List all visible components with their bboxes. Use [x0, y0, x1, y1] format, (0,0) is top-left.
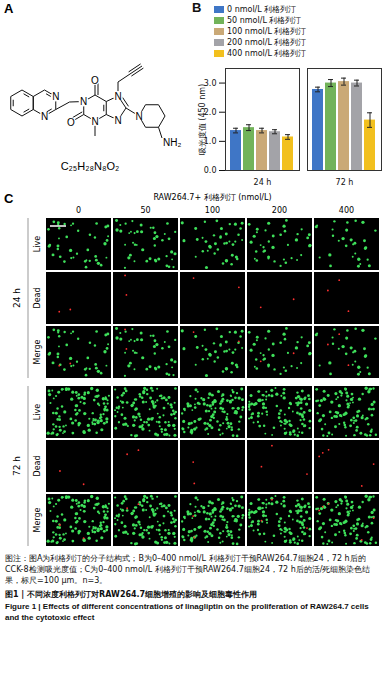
svg-text:24 h: 24 h: [12, 288, 22, 308]
svg-text:N: N: [114, 115, 121, 126]
svg-text:A: A: [4, 1, 14, 16]
svg-text:72 h: 72 h: [336, 178, 354, 186]
svg-text:O: O: [91, 75, 99, 86]
svg-text:3.0: 3.0: [203, 78, 217, 88]
svg-text:200: 200: [272, 206, 287, 215]
svg-text:N: N: [52, 91, 59, 102]
svg-text:1.0: 1.0: [203, 136, 217, 146]
svg-text:72 h: 72 h: [12, 456, 22, 476]
svg-text:Merge: Merge: [33, 507, 42, 532]
html-text:100 nmol/L 利格列汀: 100 nmol/L 利格列汀: [227, 27, 307, 36]
svg-text:2.0: 2.0: [203, 107, 217, 117]
svg-text:0: 0: [76, 206, 81, 215]
svg-text:N: N: [135, 111, 142, 122]
html-text:B: B: [192, 0, 202, 15]
html-text:图注：图A为利格列汀的分子结构式；B为0–400 nmol/: 图注：图A为利格列汀的分子结构式；B为0–400 nmol/L 利格列汀干预RA…: [5, 554, 371, 585]
svg-text:Dead: Dead: [33, 455, 42, 476]
svg-text:50: 50: [140, 206, 150, 215]
html-text:50 nmol/L 利格列汀: 50 nmol/L 利格列汀: [227, 16, 302, 25]
html-text:Figure 1 | Effects of differen: Figure 1 | Effects of different concentr…: [5, 602, 369, 622]
svg-text:Dead: Dead: [33, 287, 42, 308]
svg-text:C₂₅H₂₈N₈O₂: C₂₅H₂₈N₈O₂: [61, 160, 120, 172]
svg-text:Live: Live: [33, 404, 42, 420]
html-text:图1 | 不同浓度利格列汀对RAW264.7细胞增殖的影响及: 图1 | 不同浓度利格列汀对RAW264.7细胞增殖的影响及细胞毒性作用: [5, 590, 258, 599]
svg-text:N: N: [80, 96, 87, 107]
svg-text:O: O: [67, 117, 75, 128]
html-text:0 nmol/L 利格列汀: 0 nmol/L 利格列汀: [227, 5, 297, 14]
svg-text:400: 400: [339, 206, 354, 215]
svg-text:0.0: 0.0: [204, 166, 217, 175]
svg-text:N: N: [41, 111, 48, 122]
svg-text:RAW264.7+ 利格列汀 (nmol/L): RAW264.7+ 利格列汀 (nmol/L): [153, 193, 271, 202]
svg-text:NH₂: NH₂: [163, 137, 181, 148]
svg-text:吸光度值 (450 nm): 吸光度值 (450 nm): [198, 84, 207, 155]
svg-text:100: 100: [205, 206, 220, 215]
svg-text:N: N: [91, 116, 98, 127]
svg-text:24 h: 24 h: [254, 178, 272, 186]
svg-text:Live: Live: [33, 236, 42, 252]
svg-text:N: N: [114, 91, 121, 102]
html-text:400 nmol/L 利格列汀: 400 nmol/L 利格列汀: [227, 49, 307, 58]
svg-text:Merge: Merge: [33, 339, 42, 364]
svg-text:C: C: [4, 191, 14, 206]
html-text:200 nmol/L 利格列汀: 200 nmol/L 利格列汀: [227, 38, 307, 47]
